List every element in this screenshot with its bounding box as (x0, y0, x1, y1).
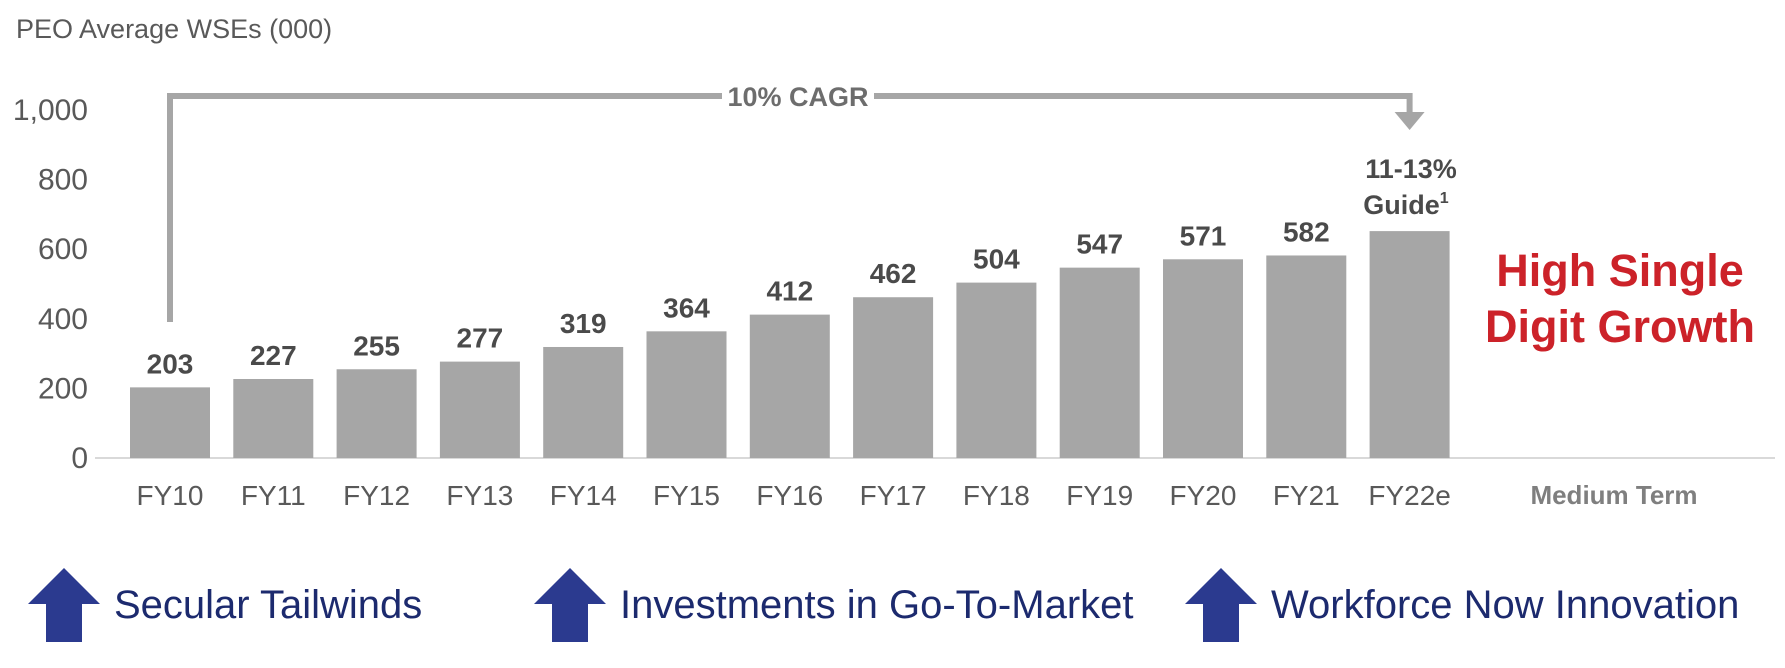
bar-fy13 (439, 361, 520, 458)
cagr-arrowhead (1394, 112, 1425, 130)
y-axis: 0 200 400 600 800 1,000 (13, 94, 88, 475)
bar-fy20 (1163, 259, 1243, 458)
cagr-bracket-left (167, 93, 722, 322)
y-tick-label: 1,000 (13, 94, 88, 127)
x-tick-label-fy17: FY17 (860, 480, 927, 511)
x-tick-label-fy10: FY10 (137, 480, 204, 511)
driver-label: Workforce Now Innovation (1271, 582, 1740, 627)
data-label-fy14: 319 (560, 308, 607, 339)
cagr-bracket-right (874, 93, 1413, 112)
value-labels: 203 227 255 277 319 364 412 462 504 547 571 582 (147, 216, 1330, 379)
driver-label: Secular Tailwinds (114, 582, 423, 627)
x-tick-label-fy15: FY15 (653, 480, 720, 511)
data-label-fy10: 203 (147, 348, 194, 379)
medium-term-growth-line2: Digit Growth (1485, 301, 1755, 352)
medium-term-growth-line1: High Single (1496, 245, 1744, 296)
bar-fy15 (646, 331, 727, 458)
x-tick-label-fy14: FY14 (550, 480, 617, 511)
growth-drivers: Secular Tailwinds Investments in Go-To-M… (0, 560, 1785, 650)
y-tick-label: 800 (38, 164, 88, 197)
x-tick-label-fy21: FY21 (1273, 480, 1340, 511)
bar-fy10 (130, 387, 210, 458)
guide-annotation: 11-13% Guide1 (1363, 154, 1457, 220)
driver-secular-tailwinds: Secular Tailwinds (28, 568, 422, 642)
bar-fy17 (853, 297, 934, 458)
x-axis: FY10 FY11 FY12 FY13 FY14 FY15 FY16 FY17 FY18 FY19… (137, 480, 1451, 511)
data-label-fy15: 364 (663, 292, 710, 323)
y-tick-label: 200 (38, 372, 88, 405)
data-label-fy21: 582 (1283, 216, 1330, 247)
x-tick-label-fy22e: FY22e (1368, 480, 1451, 511)
up-arrow-icon (1185, 568, 1257, 642)
bar-fy12 (336, 369, 417, 458)
x-tick-label-fy13: FY13 (446, 480, 513, 511)
guide-label-line1: 11-13% (1365, 154, 1457, 184)
bars (130, 231, 1450, 458)
x-tick-label-fy20: FY20 (1170, 480, 1237, 511)
bar-fy19 (1059, 267, 1140, 458)
data-label-fy18: 504 (973, 244, 1020, 275)
medium-term-annotation: High Single Digit Growth Medium Term (1485, 245, 1755, 510)
y-tick-label: 600 (38, 233, 88, 266)
guide-label-word: Guide (1363, 190, 1440, 220)
x-tick-label-fy12: FY12 (343, 480, 410, 511)
medium-term-category-label: Medium Term (1530, 480, 1697, 510)
data-label-fy20: 571 (1180, 220, 1227, 251)
chart-title: PEO Average WSEs (000) (16, 14, 332, 44)
cagr-annotation: 10% CAGR (167, 82, 1425, 322)
data-label-fy11: 227 (250, 340, 297, 371)
cagr-label: 10% CAGR (727, 82, 868, 112)
guide-superscript: 1 (1440, 190, 1449, 207)
y-tick-label: 400 (38, 303, 88, 336)
data-label-fy16: 412 (766, 276, 813, 307)
data-label-fy13: 277 (457, 323, 504, 354)
up-arrow-icon (28, 568, 100, 642)
bar-fy16 (749, 314, 830, 458)
driver-label: Investments in Go-To-Market (620, 582, 1134, 627)
data-label-fy17: 462 (870, 258, 917, 289)
y-tick-label: 0 (71, 442, 88, 475)
x-tick-label-fy19: FY19 (1066, 480, 1133, 511)
driver-workforce-now: Workforce Now Innovation (1185, 568, 1739, 642)
data-label-fy12: 255 (353, 330, 400, 361)
guide-label-line2: Guide1 (1363, 190, 1449, 220)
x-tick-label-fy16: FY16 (756, 480, 823, 511)
bar-fy14 (543, 346, 624, 458)
bar-fy22e (1369, 231, 1450, 458)
up-arrow-icon (534, 568, 606, 642)
bar-fy21 (1266, 255, 1347, 458)
data-label-fy19: 547 (1076, 229, 1123, 260)
bar-fy18 (956, 282, 1037, 458)
x-tick-label-fy11: FY11 (241, 480, 306, 511)
x-tick-label-fy18: FY18 (963, 480, 1030, 511)
driver-go-to-market: Investments in Go-To-Market (534, 568, 1134, 642)
bar-fy11 (233, 379, 314, 458)
